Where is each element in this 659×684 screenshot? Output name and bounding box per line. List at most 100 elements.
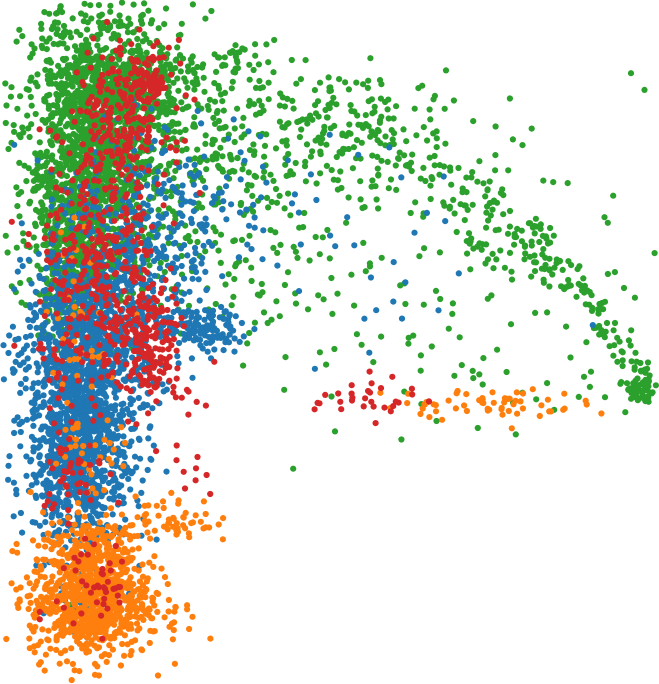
scatter-point bbox=[476, 158, 483, 165]
scatter-point bbox=[125, 15, 132, 22]
scatter-point bbox=[166, 162, 173, 169]
scatter-point bbox=[277, 90, 284, 97]
scatter-point bbox=[51, 126, 59, 133]
scatter-point bbox=[299, 116, 306, 123]
scatter-point bbox=[174, 44, 181, 51]
scatter-point bbox=[14, 203, 21, 210]
scatter-point bbox=[20, 346, 28, 353]
scatter-point bbox=[17, 93, 24, 100]
scatter-point bbox=[334, 186, 341, 193]
scatter-point bbox=[202, 132, 209, 139]
scatter-point bbox=[130, 410, 137, 417]
scatter-point bbox=[240, 362, 247, 369]
scatter-point bbox=[575, 393, 582, 400]
scatter-point bbox=[365, 123, 372, 130]
scatter-point bbox=[220, 124, 227, 131]
scatter-point bbox=[111, 389, 118, 396]
scatter-point bbox=[39, 116, 46, 124]
scatter-point bbox=[215, 117, 222, 125]
scatter-point bbox=[11, 417, 18, 424]
scatter-point bbox=[431, 152, 438, 160]
scatter-point bbox=[506, 207, 514, 215]
scatter-point bbox=[323, 141, 330, 148]
scatter-point bbox=[265, 204, 272, 211]
scatter-point bbox=[324, 226, 331, 234]
scatter-point bbox=[102, 383, 109, 391]
scatter-point bbox=[177, 68, 184, 75]
scatter-point bbox=[168, 95, 175, 102]
scatter-point bbox=[385, 115, 392, 122]
scatter-point bbox=[549, 271, 556, 278]
scatter-point bbox=[40, 392, 47, 399]
scatter-point bbox=[283, 172, 290, 179]
scatter-point bbox=[43, 46, 50, 53]
scatter-point bbox=[34, 157, 41, 164]
scatter-point bbox=[33, 479, 40, 486]
scatter-point bbox=[225, 271, 232, 278]
scatter-point bbox=[47, 67, 54, 75]
scatter-point bbox=[294, 254, 301, 261]
scatter-point bbox=[97, 511, 104, 518]
scatter-point bbox=[23, 453, 30, 460]
scatter-point bbox=[54, 222, 61, 229]
scatter-point bbox=[82, 506, 89, 513]
scatter-point bbox=[610, 327, 617, 334]
scatter-point bbox=[64, 418, 71, 425]
scatter-point bbox=[421, 245, 428, 252]
scatter-point bbox=[54, 26, 61, 33]
scatter-point bbox=[11, 286, 18, 293]
scatter-point bbox=[90, 69, 97, 76]
scatter-point bbox=[372, 183, 379, 190]
scatter-point bbox=[483, 224, 490, 231]
scatter-point bbox=[64, 309, 71, 316]
scatter-point bbox=[482, 193, 489, 200]
scatter-point bbox=[447, 167, 454, 174]
scatter-point bbox=[369, 177, 376, 184]
scatter-point bbox=[0, 376, 7, 383]
scatter-point bbox=[260, 107, 267, 114]
scatter-point bbox=[492, 167, 499, 174]
scatter-point bbox=[113, 457, 120, 464]
scatter-point bbox=[89, 204, 96, 211]
scatter-point bbox=[211, 80, 218, 87]
scatter-point bbox=[35, 184, 42, 191]
scatter-point bbox=[290, 105, 297, 112]
scatter-point bbox=[297, 76, 304, 83]
scatter-point bbox=[336, 76, 343, 83]
scatter-point bbox=[92, 503, 99, 510]
scatter-point bbox=[179, 55, 187, 62]
scatter-point bbox=[395, 155, 402, 162]
scatter-point bbox=[420, 124, 427, 131]
scatter-point bbox=[156, 127, 163, 134]
scatter-point bbox=[169, 208, 176, 215]
scatter-point bbox=[53, 10, 60, 17]
scatter-point bbox=[565, 276, 572, 284]
scatter-point bbox=[43, 366, 51, 373]
scatter-point bbox=[45, 189, 53, 196]
scatter-point bbox=[417, 367, 424, 374]
scatter-point bbox=[463, 189, 470, 196]
scatter-point bbox=[159, 381, 166, 388]
scatter-point bbox=[506, 95, 513, 102]
scatter-point bbox=[261, 153, 268, 160]
scatter-point bbox=[101, 504, 108, 511]
scatter-point bbox=[31, 400, 38, 407]
scatter-point bbox=[426, 154, 433, 161]
scatter-point bbox=[371, 103, 378, 110]
scatter-point bbox=[46, 35, 53, 42]
scatter-point bbox=[157, 259, 164, 266]
scatter-point bbox=[285, 190, 292, 197]
scatter-point bbox=[283, 137, 290, 144]
scatter-point bbox=[210, 224, 217, 231]
scatter-point bbox=[39, 173, 46, 180]
scatter-point bbox=[161, 21, 168, 28]
scatter-point bbox=[339, 132, 346, 139]
scatter-point bbox=[189, 1, 196, 8]
scatter-point bbox=[231, 275, 238, 283]
scatter-point bbox=[468, 174, 475, 181]
scatter-point bbox=[81, 368, 88, 375]
scatter-point bbox=[168, 193, 175, 200]
scatter-point bbox=[390, 130, 398, 137]
scatter-point bbox=[44, 361, 51, 368]
scatter-point bbox=[124, 64, 132, 71]
